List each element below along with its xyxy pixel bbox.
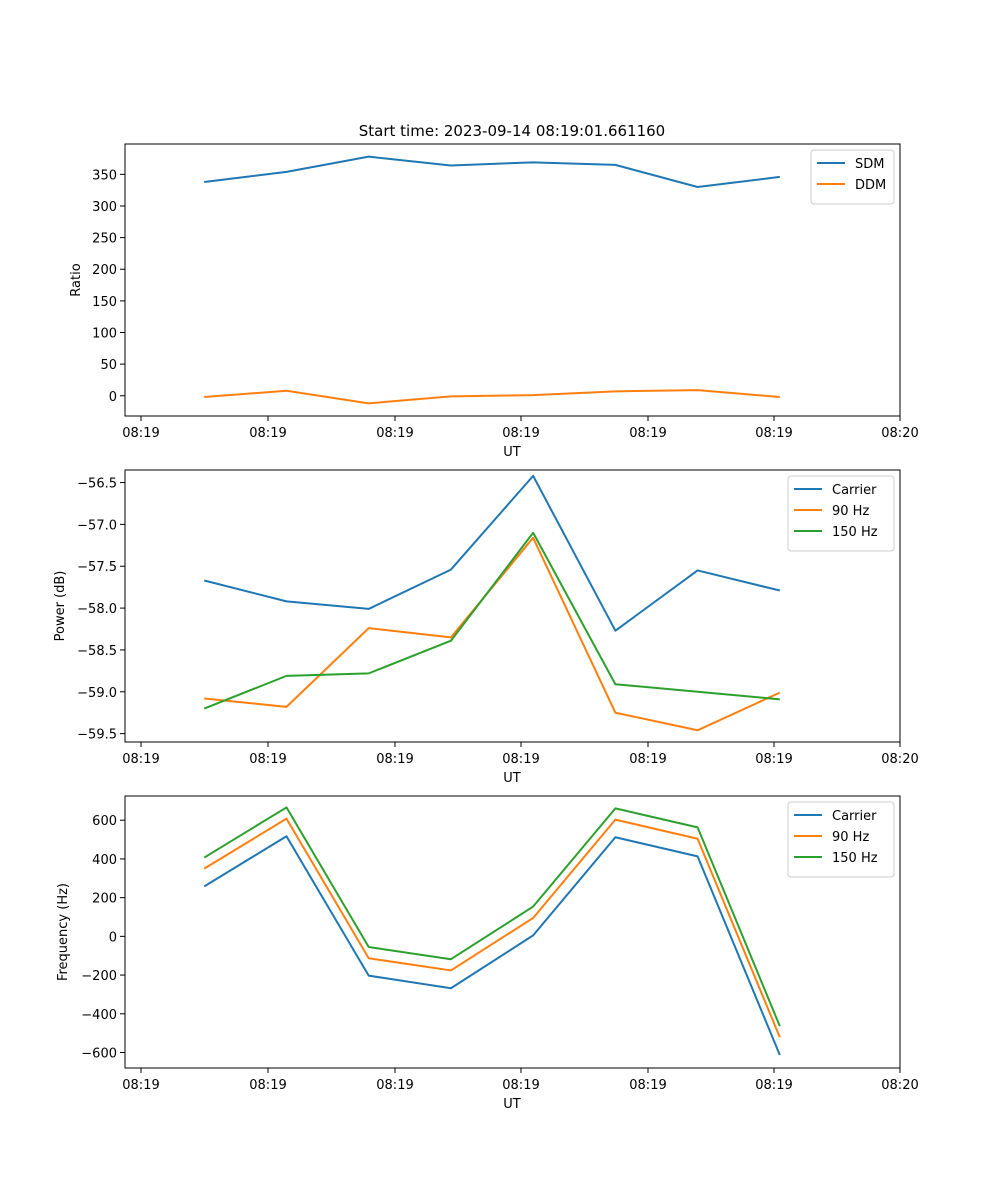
power-y-tick-label: −59.5 — [77, 728, 117, 743]
ratio-legend-label: SDM — [855, 157, 884, 172]
frequency-y-tick-label: 200 — [92, 892, 117, 907]
power-x-axis-label: UT — [503, 771, 521, 786]
frequency-legend-label: 90 Hz — [832, 830, 869, 845]
frequency-y-tick-label: 600 — [92, 814, 117, 829]
ratio-panel: 08:19 08:19 08:19 08:19 08:19 08:19 08:20 UT 0 50… — [69, 143, 919, 460]
frequency-y-tick-label: −400 — [81, 1008, 117, 1023]
frequency-x-tick-label: 08:19 — [502, 1078, 539, 1093]
frequency-legend-label: 150 Hz — [832, 851, 878, 866]
power-legend-label: 150 Hz — [832, 525, 878, 540]
power-x-tick-label: 08:20 — [881, 752, 918, 767]
ratio-y-tick-label: 350 — [92, 168, 117, 183]
figure-title: Start time: 2023-09-14 08:19:01.661160 — [359, 122, 665, 140]
frequency-x-tick-label: 08:19 — [249, 1078, 286, 1093]
frequency-x-tick-label: 08:19 — [122, 1078, 159, 1093]
frequency-x-tick-label: 08:19 — [629, 1078, 666, 1093]
ratio-x-axis-label: UT — [503, 445, 521, 460]
power-y-tick-label: −57.5 — [77, 560, 117, 575]
power-panel: 08:19 08:19 08:19 08:19 08:19 08:19 08:20 UT −59… — [53, 469, 919, 786]
ratio-y-tick-label: 50 — [100, 358, 117, 373]
power-y-tick-label: −57.0 — [77, 518, 117, 533]
power-y-tick-label: −56.5 — [77, 477, 117, 492]
ratio-y-tick-label: 250 — [92, 232, 117, 247]
power-x-tick-label: 08:19 — [122, 752, 159, 767]
power-y-tick-label: −58.5 — [77, 644, 117, 659]
power-series-line-150-hz — [203, 531, 780, 710]
ratio-x-tick-label: 08:19 — [629, 426, 666, 441]
frequency-legend — [787, 801, 895, 878]
ratio-x-tick-label: 08:19 — [376, 426, 413, 441]
frequency-y-tick-label: −200 — [81, 969, 117, 984]
power-x-tick-label: 08:19 — [755, 752, 792, 767]
ratio-legend-label: DDM — [855, 178, 886, 193]
ratio-x-tick-label: 08:19 — [502, 426, 539, 441]
frequency-panel: 08:19 08:19 08:19 08:19 08:19 08:19 08:20 UT −60… — [56, 795, 919, 1112]
power-y-axis-label: Power (dB) — [53, 571, 68, 642]
ratio-y-tick-label: 300 — [92, 200, 117, 215]
frequency-legend-label: Carrier — [832, 809, 877, 824]
power-x-tick-label: 08:19 — [502, 752, 539, 767]
ratio-y-tick-label: 200 — [92, 263, 117, 278]
power-plot-frame — [124, 469, 901, 743]
power-series-line-carrier — [204, 474, 781, 632]
frequency-x-axis-label: UT — [503, 1097, 521, 1112]
power-legend — [787, 475, 895, 552]
ratio-series-line-sdm — [204, 155, 780, 189]
ratio-x-tick-label: 08:19 — [755, 426, 792, 441]
frequency-x-tick-label: 08:20 — [881, 1078, 918, 1093]
frequency-y-tick-label: −600 — [81, 1047, 117, 1062]
frequency-plot-frame — [124, 795, 901, 1069]
frequency-y-tick-label: 0 — [109, 930, 117, 945]
ratio-x-tick-label: 08:19 — [122, 426, 159, 441]
ratio-x-tick-label: 08:19 — [249, 426, 286, 441]
ratio-y-axis-label: Ratio — [69, 263, 84, 296]
frequency-series-line-carrier — [203, 835, 781, 1056]
power-legend-label: 90 Hz — [832, 504, 869, 519]
frequency-x-tick-label: 08:19 — [376, 1078, 413, 1093]
power-legend-label: Carrier — [832, 483, 877, 498]
frequency-series-line-90-hz — [203, 817, 781, 1038]
ratio-y-tick-label: 0 — [109, 390, 117, 405]
ratio-series-line-ddm — [204, 389, 780, 405]
power-y-tick-label: −59.0 — [77, 686, 117, 701]
power-x-tick-label: 08:19 — [249, 752, 286, 767]
power-x-tick-label: 08:19 — [629, 752, 666, 767]
power-x-tick-label: 08:19 — [376, 752, 413, 767]
frequency-y-axis-label: Frequency (Hz) — [56, 883, 71, 981]
ratio-y-tick-label: 100 — [92, 327, 117, 342]
ratio-x-tick-label: 08:20 — [881, 426, 918, 441]
power-y-tick-label: −58.0 — [77, 602, 117, 617]
frequency-series-line-150-hz — [203, 806, 781, 1027]
ratio-plot-frame — [124, 143, 901, 417]
ratio-y-tick-label: 150 — [92, 295, 117, 310]
frequency-y-tick-label: 400 — [92, 853, 117, 868]
frequency-x-tick-label: 08:19 — [755, 1078, 792, 1093]
